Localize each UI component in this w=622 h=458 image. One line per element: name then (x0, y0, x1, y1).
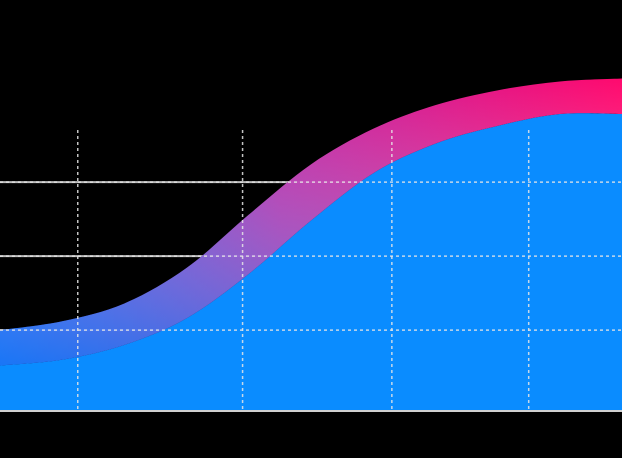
band-shading (0, 78, 622, 366)
dashed-gridlines (0, 130, 622, 410)
area-fill (0, 113, 622, 411)
